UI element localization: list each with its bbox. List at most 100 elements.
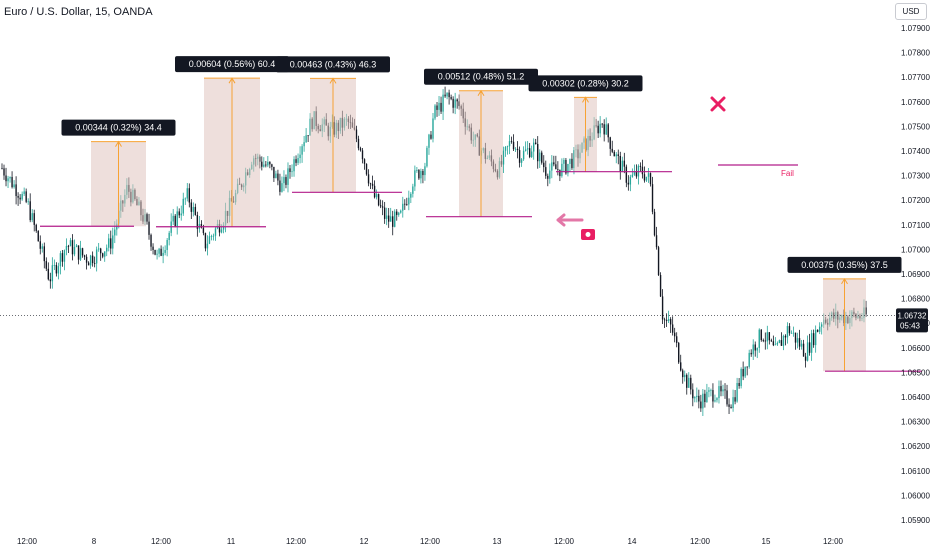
candle-body bbox=[422, 170, 424, 176]
candle-body bbox=[162, 252, 164, 256]
candle-body bbox=[506, 146, 509, 147]
candle-body bbox=[373, 185, 376, 198]
candle-body bbox=[65, 245, 68, 251]
fail-label: Fail bbox=[781, 169, 794, 178]
measure-label-bg bbox=[276, 56, 390, 73]
candle-body bbox=[720, 386, 722, 392]
candle-body bbox=[7, 178, 9, 182]
measure-label: 0.00463 (0.43%) 46.3 bbox=[290, 59, 377, 69]
candle-body bbox=[194, 206, 197, 215]
candle-body bbox=[722, 389, 724, 392]
candle-body bbox=[569, 158, 571, 164]
candle-body bbox=[639, 165, 642, 167]
candle-body bbox=[547, 175, 549, 179]
candle-body bbox=[420, 170, 422, 179]
candle-body bbox=[607, 124, 609, 138]
candle-body bbox=[504, 146, 507, 151]
candle-body bbox=[732, 397, 734, 409]
candle-body bbox=[281, 183, 283, 192]
candle-body bbox=[180, 213, 182, 216]
candle-body bbox=[615, 154, 617, 157]
candle-body bbox=[555, 164, 557, 170]
price-axis: 1.07900 1.07800 1.07700 1.07600 1.07500 1.074… bbox=[901, 24, 930, 525]
candle-body bbox=[69, 240, 72, 247]
candle-body bbox=[708, 390, 710, 392]
candle-body bbox=[543, 162, 545, 168]
candle-body bbox=[549, 170, 551, 179]
candle-body bbox=[444, 94, 446, 97]
candle-body bbox=[182, 198, 184, 214]
candle-body bbox=[728, 404, 730, 407]
candle-body bbox=[710, 390, 712, 391]
candle-body bbox=[196, 214, 199, 229]
candle-body bbox=[39, 241, 41, 249]
candle-body bbox=[299, 154, 301, 159]
candle-body bbox=[512, 141, 515, 150]
candles-layer bbox=[1, 86, 867, 417]
left-arrow-icon bbox=[556, 213, 584, 227]
candle-body bbox=[700, 401, 702, 409]
candle-body bbox=[565, 159, 567, 174]
candle-body bbox=[597, 125, 599, 134]
candle-body bbox=[17, 196, 19, 198]
candle-body bbox=[154, 249, 156, 255]
y-tick-label: 1.07200 bbox=[901, 196, 930, 205]
candle-body bbox=[396, 211, 398, 215]
candle-body bbox=[792, 332, 795, 334]
candle-body bbox=[85, 256, 88, 263]
candle-body bbox=[61, 253, 64, 262]
candle-body bbox=[535, 142, 537, 145]
candle-body bbox=[204, 233, 207, 249]
candle-body bbox=[635, 171, 638, 177]
candle-body bbox=[404, 203, 406, 205]
candle-body bbox=[166, 239, 168, 251]
candle-body bbox=[73, 246, 76, 255]
candle-body bbox=[665, 319, 668, 321]
measure-label-bg bbox=[528, 75, 643, 92]
candle-body bbox=[804, 356, 807, 361]
candle-body bbox=[112, 235, 114, 249]
candle-body bbox=[263, 164, 265, 167]
candle-body bbox=[744, 366, 746, 377]
candle-body bbox=[371, 183, 374, 186]
candle-body bbox=[31, 213, 33, 221]
candle-body bbox=[277, 173, 279, 181]
candle-body bbox=[524, 149, 527, 151]
candle-body bbox=[91, 255, 94, 264]
candle-body bbox=[442, 94, 444, 112]
candle-body bbox=[408, 197, 410, 205]
candle-body bbox=[563, 159, 565, 164]
candle-body bbox=[1, 168, 3, 170]
candle-body bbox=[800, 343, 803, 347]
candle-body bbox=[375, 194, 378, 198]
candle-body bbox=[539, 152, 541, 162]
y-tick-label: 1.07900 bbox=[901, 24, 930, 33]
candle-body bbox=[104, 251, 106, 257]
candle-body bbox=[514, 148, 517, 150]
candle-body bbox=[172, 215, 174, 222]
x-tick-label: 12:00 bbox=[17, 537, 38, 546]
candle-body bbox=[518, 150, 521, 163]
candle-body bbox=[784, 335, 787, 338]
x-tick-label: 8 bbox=[92, 537, 97, 546]
candle-body bbox=[301, 146, 303, 155]
countdown: 05:43 bbox=[900, 321, 921, 330]
candle-body bbox=[392, 216, 394, 227]
x-tick-label: 12:00 bbox=[286, 537, 307, 546]
measure-label: 0.00512 (0.48%) 51.2 bbox=[438, 72, 525, 82]
candle-body bbox=[410, 193, 412, 198]
candle-body bbox=[526, 148, 529, 150]
candle-body bbox=[702, 393, 704, 409]
candle-body bbox=[150, 234, 152, 247]
candle-body bbox=[814, 329, 817, 346]
candle-body bbox=[802, 343, 805, 357]
candle-body bbox=[41, 246, 43, 249]
y-tick-label: 1.06300 bbox=[901, 418, 930, 427]
candle-body bbox=[383, 207, 386, 219]
candle-body bbox=[812, 333, 815, 346]
currency-button[interactable]: USD bbox=[895, 3, 927, 20]
candle-body bbox=[377, 194, 380, 206]
candle-body bbox=[671, 324, 674, 333]
candle-body bbox=[537, 144, 539, 162]
